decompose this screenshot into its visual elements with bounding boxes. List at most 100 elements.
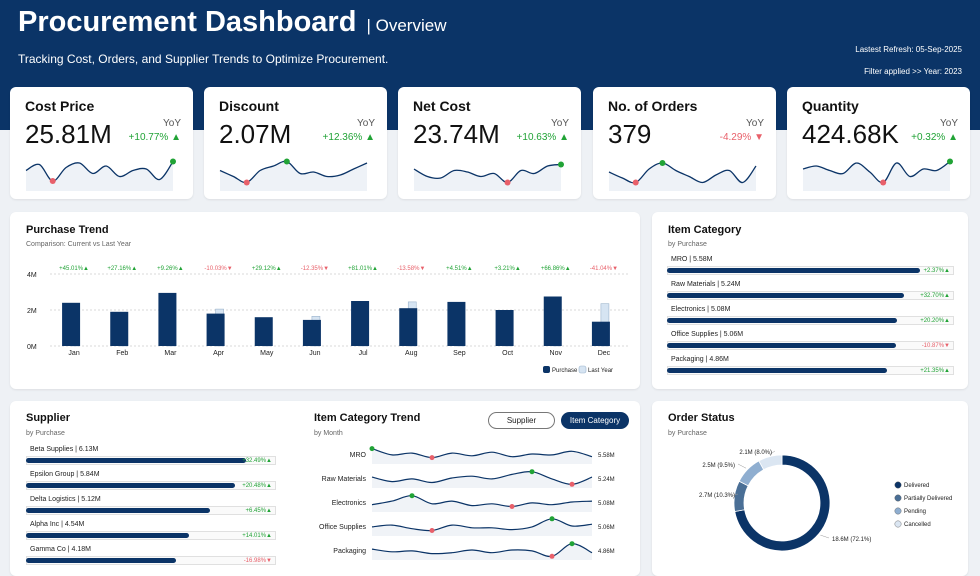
legend-swatch (894, 481, 902, 489)
bar-purchase (254, 317, 273, 346)
trend-line (371, 448, 593, 459)
bar-label: Alpha Inc | 4.54M (30, 521, 85, 528)
item-category-subtitle: by Purchase (668, 241, 707, 248)
sparkline-area (220, 161, 367, 191)
donut-label: 2.5M (9.5%) (702, 463, 735, 469)
y-tick-label: 2M (27, 308, 37, 315)
sparkline-area (609, 162, 756, 191)
kpi-change-value: +10.77% (128, 132, 169, 143)
kpi-card: No. of Orders 379 YoY -4.29% ▼ (593, 87, 776, 199)
x-tick-label: Dec (598, 350, 611, 357)
bar-purchase (158, 292, 177, 346)
kpi-change: +0.32% ▲ (911, 132, 958, 143)
arrow-down-icon: ▼ (419, 266, 425, 272)
legend-swatch (894, 520, 902, 528)
trend-row-label: Raw Materials (322, 476, 367, 483)
trend-row-label: Electronics (332, 500, 367, 507)
bar-purchase (495, 310, 514, 346)
bar-change: -16.98%▼ (216, 558, 272, 564)
trend-row-value: 5.08M (598, 501, 615, 507)
sparkline-min-point (243, 179, 250, 186)
sparkline-area (803, 161, 950, 191)
change-label: +3.21%▲ (494, 266, 520, 272)
bar-change-value: +32.49% (242, 458, 267, 464)
trend-row-label: Office Supplies (319, 524, 366, 531)
kpi-sparkline (25, 158, 176, 191)
bar-change-value: -16.98% (243, 558, 267, 564)
trend-line (371, 470, 593, 485)
change-label: -12.35%▼ (301, 266, 329, 272)
arrow-up-icon: ▲ (467, 266, 473, 272)
arrow-up-icon: ▲ (266, 508, 272, 514)
kpi-change: -4.29% ▼ (720, 132, 764, 143)
item-category-card: Item Category by Purchase MRO | 5.58M +2.… (652, 212, 968, 389)
arrow-up-icon: ▲ (944, 368, 950, 374)
sparkline-min-point (632, 179, 639, 186)
change-label: +81.01%▲ (348, 266, 378, 272)
arrow-up-icon: ▲ (266, 483, 272, 489)
change-label: -13.58%▼ (397, 266, 425, 272)
bar-change: +14.01%▲ (216, 533, 272, 539)
arrow-up-icon: ▲ (556, 132, 569, 143)
trend-max-point (529, 469, 535, 475)
arrow-down-icon: ▼ (612, 266, 618, 272)
change-label: +66.86%▲ (541, 266, 571, 272)
kpi-yoy-label: YoY (551, 118, 569, 129)
kpi-value: 424.68K (802, 119, 899, 149)
bar-purchase (351, 301, 370, 346)
arrow-up-icon: ▲ (276, 266, 282, 272)
category-trend-title: Item Category Trend (314, 412, 421, 424)
arrow-down-icon: ▼ (944, 343, 950, 349)
purchase-trend-card: Purchase Trend Comparison: Current vs La… (10, 212, 640, 389)
bar-label: Packaging | 4.86M (671, 356, 729, 363)
legend-label-purchase: Purchase (552, 368, 578, 374)
bar-label: Gamma Co | 4.18M (30, 546, 91, 553)
legend-swatch-purchase (543, 366, 550, 373)
donut-slice (733, 480, 749, 512)
arrow-down-icon: ▼ (227, 266, 233, 272)
bar-fill (667, 268, 920, 273)
supplier-toggle-button[interactable]: Supplier (488, 412, 555, 429)
legend-swatch (894, 494, 902, 502)
kpi-change: +12.36% ▲ (323, 132, 375, 143)
change-label: +4.51%▲ (446, 266, 472, 272)
bar-change: +21.35%▲ (894, 368, 950, 374)
bar-fill (26, 458, 246, 463)
kpi-card: Net Cost 23.74M YoY +10.63% ▲ (398, 87, 581, 199)
sparkline-max-point (170, 158, 176, 165)
change-label: +45.01%▲ (59, 266, 89, 272)
trend-max-point (369, 446, 375, 452)
filter-status: Filter applied >> Year: 2023 (864, 67, 962, 76)
x-tick-label: Feb (116, 350, 128, 357)
bar-purchase (399, 308, 418, 346)
kpi-card: Discount 2.07M YoY +12.36% ▲ (204, 87, 387, 199)
kpi-title: Quantity (802, 98, 859, 114)
bar-change-value: +21.35% (920, 368, 945, 374)
dashboard-title: Procurement Dashboard | Overview (18, 6, 447, 38)
kpi-value: 379 (608, 119, 652, 149)
legend-label-last-year: Last Year (588, 368, 613, 374)
bar-purchase (302, 319, 321, 346)
sparkline-line (413, 163, 562, 184)
change-label: +27.16%▲ (107, 266, 137, 272)
kpi-card: Quantity 424.68K YoY +0.32% ▲ (787, 87, 970, 199)
item-category-toggle-button[interactable]: Item Category (561, 412, 629, 429)
bar-purchase (206, 313, 225, 346)
arrow-up-icon: ▲ (945, 132, 958, 143)
bar-change-value: +14.01% (242, 533, 267, 539)
arrow-up-icon: ▲ (266, 533, 272, 539)
legend-label: Cancelled (904, 522, 931, 528)
x-tick-label: May (260, 350, 274, 357)
bar-change: +2.37%▲ (894, 268, 950, 274)
x-tick-label: Aug (405, 350, 418, 357)
arrow-up-icon: ▲ (515, 266, 521, 272)
donut-leader-line (732, 493, 739, 496)
trend-row-value: 5.24M (598, 477, 615, 483)
sparkline-line (802, 160, 951, 184)
order-status-title: Order Status (668, 412, 735, 424)
legend-swatch (894, 507, 902, 515)
change-label: -41.04%▼ (590, 266, 618, 272)
order-status-donut: 18.6M (72.1%) 2.7M (10.3%) 2.5M (9.5%) 2.1M… (699, 450, 952, 552)
trend-area (372, 471, 592, 488)
sparkline-min-point (49, 178, 56, 184)
